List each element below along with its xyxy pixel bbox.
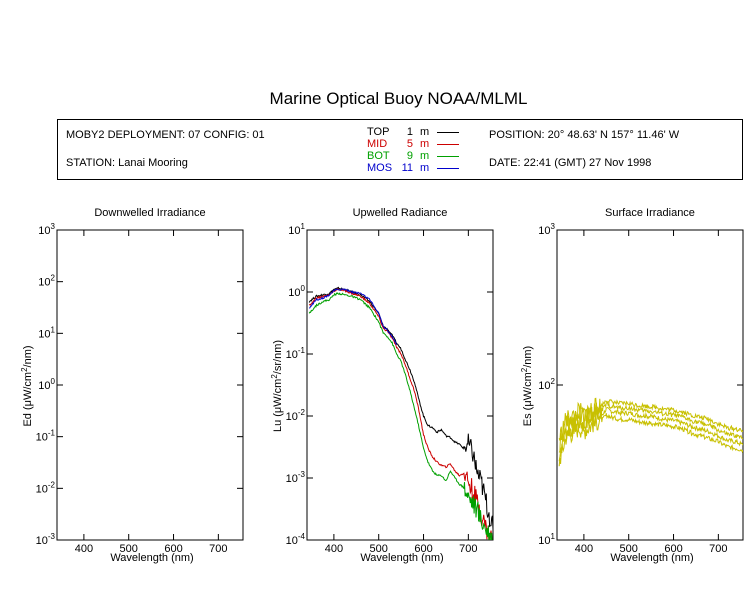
x-tick-label: 500 <box>370 543 388 555</box>
panel-upwelled-radiance: Upwelled Radiance 10-4 10-3 10-2 10-1 100 101 4… <box>270 207 494 564</box>
x-tick-label: 500 <box>620 543 638 555</box>
series-line-mid <box>308 288 493 540</box>
y-tick-label: 101 <box>538 532 555 547</box>
series-line-top <box>308 286 493 530</box>
x-tick-label: 500 <box>120 543 138 555</box>
y-tick-label: 100 <box>38 377 55 392</box>
x-tick-label: 600 <box>414 543 432 555</box>
legend-unit: m <box>420 126 430 138</box>
y-tick-label: 101 <box>38 325 55 340</box>
legend-swatch <box>437 156 459 157</box>
legend-depth: 5 <box>406 138 413 150</box>
series-line-es-3 <box>558 410 743 467</box>
legend-label: TOP <box>367 126 390 138</box>
x-tick-label: 400 <box>325 543 343 555</box>
y-tick-label: 102 <box>538 377 555 392</box>
x-tick-label: 600 <box>664 543 682 555</box>
plot-frame <box>56 229 244 541</box>
x-axis-label: Wavelength (nm) <box>610 552 693 564</box>
y-tick-label: 102 <box>38 274 55 289</box>
y-axis-label: Es (μW/cm2/nm) <box>520 346 534 426</box>
y-tick-label: 10-1 <box>286 346 306 361</box>
x-tick-label: 400 <box>575 543 593 555</box>
legend-unit: m <box>420 162 430 174</box>
y-tick-label: 100 <box>288 284 305 299</box>
date-text: DATE: 22:41 (GMT) 27 Nov 1998 <box>489 157 652 169</box>
x-tick-label: 700 <box>459 543 477 555</box>
legend-swatch <box>437 132 459 133</box>
y-tick-label: 10-1 <box>36 429 56 444</box>
info-box: MOBY2 DEPLOYMENT: 07 CONFIG: 01 STATION:… <box>57 119 743 180</box>
x-axis-label: Wavelength (nm) <box>110 552 193 564</box>
y-tick-label: 10-4 <box>286 532 306 547</box>
panel-title: Downwelled Irradiance <box>94 207 205 219</box>
y-axis-label: Ed (μW/cm2/nm) <box>20 345 34 426</box>
position-text: POSITION: 20° 48.63' N 157° 11.46' W <box>489 129 680 141</box>
station-text: STATION: Lanai Mooring <box>66 157 188 169</box>
x-tick-label: 700 <box>209 543 227 555</box>
plot-frame <box>556 229 744 541</box>
y-tick-label: 10-2 <box>36 480 56 495</box>
plot-frame <box>306 229 494 541</box>
panel-surface-irradiance: Surface Irradiance 101 102 103 400 500 600 700 W… <box>520 207 744 564</box>
legend-depth: 11 <box>401 162 413 174</box>
series-line-mos <box>309 288 398 346</box>
y-tick-label: 101 <box>288 222 305 237</box>
series-line-bot <box>308 292 493 540</box>
x-tick-label: 600 <box>164 543 182 555</box>
panel-title: Upwelled Radiance <box>353 207 448 219</box>
legend-depth: 9 <box>406 150 413 162</box>
deployment-text: MOBY2 DEPLOYMENT: 07 CONFIG: 01 <box>66 129 265 141</box>
legend-label: MID <box>367 138 388 150</box>
y-tick-label: 10-3 <box>36 532 56 547</box>
panel-title: Surface Irradiance <box>605 207 695 219</box>
legend-depth: 1 <box>406 126 413 138</box>
legend-label: BOT <box>367 150 390 162</box>
legend-unit: m <box>420 138 430 150</box>
y-tick-label: 103 <box>538 222 555 237</box>
x-tick-label: 700 <box>709 543 727 555</box>
legend-label: MOS <box>367 162 393 174</box>
legend-swatch <box>437 144 459 145</box>
x-axis-label: Wavelength (nm) <box>360 552 443 564</box>
x-tick-label: 400 <box>75 543 93 555</box>
chart-title: Marine Optical Buoy NOAA/MLML <box>269 89 528 108</box>
y-axis-label: Lu (μW/cm2/sr/nm) <box>270 340 284 432</box>
y-tick-label: 10-3 <box>286 470 306 485</box>
panel-downwelled-irradiance: Downwelled Irradiance 10-3 10-2 10-1 100 101 1… <box>20 207 244 564</box>
y-tick-label: 103 <box>38 222 55 237</box>
y-tick-label: 10-2 <box>286 408 306 423</box>
legend-unit: m <box>420 150 430 162</box>
legend-swatch <box>437 168 459 169</box>
